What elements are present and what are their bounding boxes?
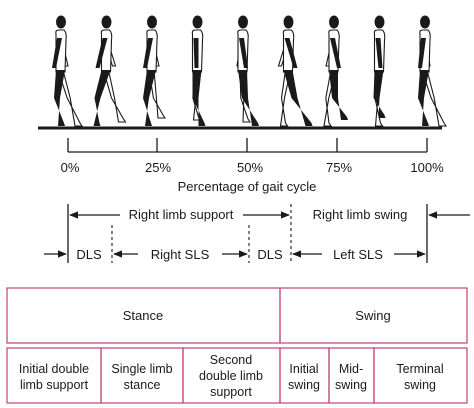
sub-phase-3-line-2: double limb: [199, 369, 263, 383]
swing-box: [279, 287, 468, 344]
figure-head: [56, 15, 66, 29]
figure-near-arm: [330, 38, 341, 68]
axis-label: Percentage of gait cycle: [178, 179, 317, 194]
sub-phase-3-line-3: support: [210, 385, 252, 399]
sub-phase-row: Initial double limb support Single limb …: [6, 347, 468, 404]
walking-figures: [52, 15, 448, 127]
swing-label: Swing: [355, 308, 390, 323]
sub-phase-box-6: [373, 347, 468, 404]
figure-near-leg: [418, 70, 429, 126]
sub-phase-2-line-2: stance: [124, 378, 161, 392]
figure-near-arm: [52, 38, 62, 68]
figure-head: [147, 15, 157, 29]
sub-phase-4-line-1: Initial: [289, 362, 318, 376]
walking-figure: [143, 15, 167, 126]
tick-label-0: 0%: [61, 160, 80, 175]
figure-near-arm: [239, 38, 248, 68]
figure-near-leg: [283, 70, 313, 126]
walking-figure: [373, 15, 386, 127]
walking-figure: [323, 15, 348, 127]
walking-figure: [236, 15, 259, 126]
support-phase-row: DLS Right SLS DLS Left SLS: [44, 225, 426, 263]
sub-phase-5-line-2: swing: [335, 378, 367, 392]
figure-near-leg: [373, 70, 386, 118]
sub-phase-6-line-1: Terminal: [396, 362, 443, 376]
figure-near-leg: [143, 70, 156, 126]
figure-head: [192, 15, 203, 29]
left-sls-label: Left SLS: [333, 247, 383, 262]
figure-near-arm: [418, 38, 426, 68]
figure-near-leg: [54, 70, 65, 126]
dls-label-1: DLS: [76, 247, 102, 262]
right-limb-swing-label: Right limb swing: [313, 207, 408, 222]
sub-phase-1-line-2: limb support: [20, 378, 89, 392]
sub-phase-6-line-2: swing: [404, 378, 436, 392]
figure-near-arm: [375, 38, 383, 68]
tick-label-50: 50%: [237, 160, 263, 175]
figure-head: [238, 15, 248, 29]
sub-phase-2-line-1: Single limb: [111, 362, 172, 376]
figure-head: [101, 15, 112, 29]
right-limb-support-label: Right limb support: [129, 207, 234, 222]
stance-label: Stance: [123, 308, 163, 323]
figure-near-leg: [192, 70, 206, 126]
walking-figure: [277, 15, 313, 127]
figure-far-leg: [57, 69, 84, 127]
tick-label-25: 25%: [145, 160, 171, 175]
figure-head: [283, 15, 294, 29]
walking-figure: [191, 15, 206, 126]
figure-near-arm: [95, 38, 108, 68]
figure-near-leg: [329, 70, 348, 120]
walking-figure: [52, 15, 84, 127]
sub-phase-4-line-2: swing: [288, 378, 320, 392]
walking-figure: [418, 15, 448, 127]
right-sls-label: Right SLS: [151, 247, 210, 262]
figure-near-leg: [93, 70, 111, 126]
figure-near-leg: [238, 70, 259, 126]
figure-far-leg: [102, 69, 127, 123]
limb-phase-row: Right limb support Right limb swing: [67, 204, 470, 263]
sub-phase-1-line-1: Initial double: [19, 362, 89, 376]
figure-head: [374, 15, 385, 29]
figure-near-arm: [284, 38, 298, 68]
sub-phase-5-line-1: Mid-: [339, 362, 363, 376]
figure-head: [329, 15, 339, 29]
dls-label-2: DLS: [257, 247, 283, 262]
walking-figure: [93, 15, 127, 126]
figure-far-leg: [421, 69, 448, 127]
figure-near-arm: [193, 38, 199, 68]
tick-label-75: 75%: [326, 160, 352, 175]
percent-scale: 0% 25% 50% 75% 100% Percentage of gait c…: [61, 138, 444, 194]
tick-label-100: 100%: [410, 160, 444, 175]
figure-near-arm: [143, 38, 153, 68]
figure-head: [420, 15, 430, 29]
sub-phase-3-line-1: Second: [210, 353, 252, 367]
main-phase-row: Stance Swing: [6, 287, 468, 344]
